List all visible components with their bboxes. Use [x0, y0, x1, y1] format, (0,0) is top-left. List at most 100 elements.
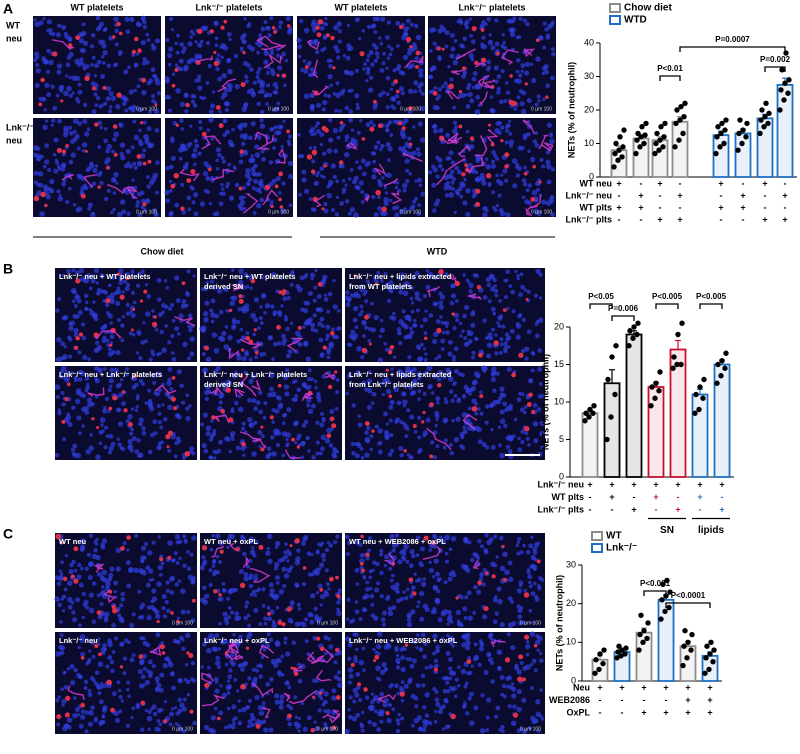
nucleus: [202, 599, 208, 605]
nucleus: [207, 666, 211, 670]
platelet: [163, 719, 167, 723]
platelet: [116, 22, 121, 27]
nucleus: [320, 446, 325, 451]
nucleus: [108, 576, 112, 580]
nucleus: [529, 565, 532, 568]
nucleus: [295, 394, 298, 397]
platelet: [220, 550, 224, 554]
nucleus: [389, 199, 393, 203]
nucleus: [212, 90, 215, 93]
y-tick-label: 10: [584, 138, 594, 148]
nucleus: [261, 150, 265, 154]
nucleus: [525, 432, 529, 436]
nucleus: [319, 543, 322, 546]
nucleus: [469, 98, 474, 103]
nucleus: [178, 557, 181, 560]
nucleus: [376, 581, 380, 585]
nucleus: [401, 134, 406, 139]
nucleus: [502, 168, 507, 173]
nucleus: [472, 379, 478, 385]
nucleus: [499, 99, 504, 104]
nucleus: [381, 662, 386, 667]
platelet: [481, 28, 485, 32]
nucleus: [326, 333, 331, 338]
nucleus: [523, 182, 527, 186]
nucleus: [406, 19, 411, 24]
nucleus: [263, 60, 268, 65]
nucleus: [262, 701, 266, 705]
nucleus: [262, 604, 266, 608]
nucleus: [357, 442, 361, 446]
nucleus: [465, 188, 470, 193]
nucleus: [551, 47, 555, 51]
platelet: [114, 153, 118, 157]
nucleus: [138, 129, 142, 133]
nucleus: [298, 717, 301, 720]
nucleus: [143, 134, 149, 140]
nucleus: [169, 189, 173, 193]
nucleus: [225, 108, 229, 112]
nucleus: [273, 596, 278, 601]
platelet: [455, 596, 458, 599]
nucleus: [251, 91, 255, 95]
data-point: [786, 77, 791, 82]
nucleus: [139, 379, 143, 383]
nucleus: [254, 695, 259, 700]
nucleus: [468, 289, 472, 293]
nucleus: [327, 74, 332, 79]
nucleus: [436, 175, 440, 179]
platelet: [240, 583, 245, 588]
nucleus: [322, 107, 326, 111]
platelet: [131, 328, 134, 331]
platelet: [303, 566, 307, 570]
nucleus: [248, 699, 252, 703]
nucleus: [416, 35, 422, 41]
platelet: [340, 121, 344, 125]
platelet: [400, 691, 405, 696]
nucleus: [232, 318, 236, 322]
nucleus: [319, 423, 324, 428]
nucleus: [542, 46, 546, 50]
nucleus: [155, 191, 159, 195]
nucleus: [320, 26, 325, 31]
nucleus: [158, 441, 162, 445]
nucleus: [290, 283, 294, 287]
nucleus: [99, 22, 104, 27]
nucleus: [153, 712, 158, 717]
nucleus: [127, 414, 132, 419]
nucleus: [91, 33, 96, 38]
nucleus: [301, 541, 306, 546]
nucleus: [488, 299, 492, 303]
nucleus: [496, 179, 501, 184]
platelet: [534, 644, 538, 648]
data-point: [648, 403, 653, 408]
image-label: Lnk⁻/⁻ neu + oxPL: [204, 636, 270, 645]
nucleus: [517, 670, 522, 675]
nucleus: [550, 76, 555, 81]
nucleus: [305, 321, 310, 326]
nucleus: [243, 103, 248, 108]
nucleus: [290, 565, 294, 569]
nucleus: [304, 93, 310, 99]
nucleus: [108, 348, 112, 352]
nucleus: [335, 81, 339, 85]
nucleus: [244, 75, 248, 79]
nucleus: [80, 547, 84, 551]
nucleus: [113, 172, 118, 177]
nucleus: [157, 404, 161, 408]
nucleus: [528, 581, 531, 584]
platelet: [474, 61, 478, 65]
nucleus: [121, 95, 126, 100]
nucleus: [517, 537, 521, 541]
nucleus: [414, 704, 418, 708]
nucleus: [419, 727, 423, 731]
nucleus: [102, 716, 105, 719]
nucleus: [143, 25, 147, 29]
nucleus: [508, 284, 512, 288]
nucleus: [149, 357, 153, 361]
nucleus: [434, 690, 438, 694]
nucleus: [253, 81, 257, 85]
data-point: [766, 111, 771, 116]
p-value: P=0.006: [608, 304, 639, 313]
nucleus: [412, 390, 417, 395]
